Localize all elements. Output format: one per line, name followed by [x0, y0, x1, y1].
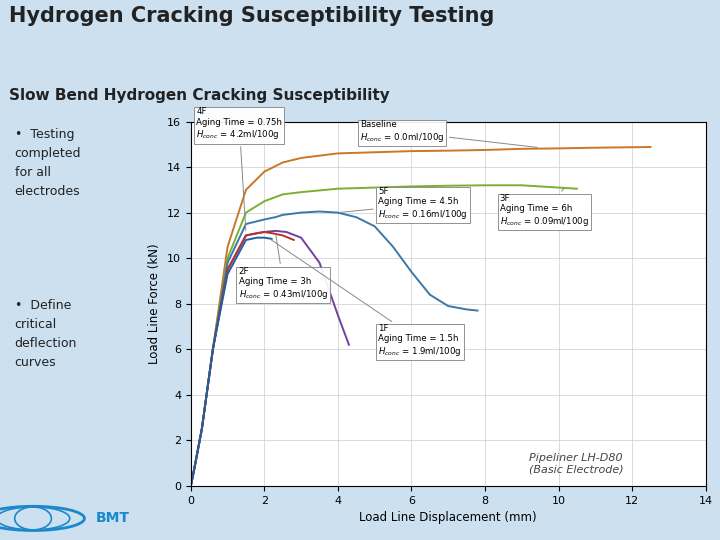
Text: 3F
Aging Time = 6h
$H_{conc}$ = 0.09ml/100g: 3F Aging Time = 6h $H_{conc}$ = 0.09ml/1… — [500, 188, 589, 228]
Text: 5F
Aging Time = 4.5h
$H_{conc}$ = 0.16ml/100g: 5F Aging Time = 4.5h $H_{conc}$ = 0.16ml… — [341, 187, 468, 221]
Text: Pipeliner LH-D80
(Basic Electrode): Pipeliner LH-D80 (Basic Electrode) — [529, 453, 624, 475]
Text: BMT: BMT — [96, 511, 130, 525]
Text: •  Testing
completed
for all
electrodes: • Testing completed for all electrodes — [14, 127, 81, 198]
X-axis label: Load Line Displacement (mm): Load Line Displacement (mm) — [359, 511, 537, 524]
Text: •  Define
critical
deflection
curves: • Define critical deflection curves — [14, 299, 77, 369]
Y-axis label: Load Line Force (kN): Load Line Force (kN) — [148, 244, 161, 364]
Text: 1F
Aging Time = 1.5h
$H_{conc}$ = 1.9ml/100g: 1F Aging Time = 1.5h $H_{conc}$ = 1.9ml/… — [270, 239, 462, 358]
Text: Slow Bend Hydrogen Cracking Susceptibility: Slow Bend Hydrogen Cracking Susceptibili… — [9, 87, 390, 103]
Text: Hydrogen Cracking Susceptibility Testing: Hydrogen Cracking Susceptibility Testing — [9, 6, 494, 26]
Text: 2F
Aging Time = 3h
$H_{conc}$ = 0.43ml/100g: 2F Aging Time = 3h $H_{conc}$ = 0.43ml/1… — [238, 235, 328, 301]
Text: Baseline
$H_{conc}$ = 0.0ml/100g: Baseline $H_{conc}$ = 0.0ml/100g — [360, 120, 537, 147]
Text: 4F
Aging Time = 0.75h
$H_{conc}$ = 4.2ml/100g: 4F Aging Time = 0.75h $H_{conc}$ = 4.2ml… — [197, 107, 282, 231]
